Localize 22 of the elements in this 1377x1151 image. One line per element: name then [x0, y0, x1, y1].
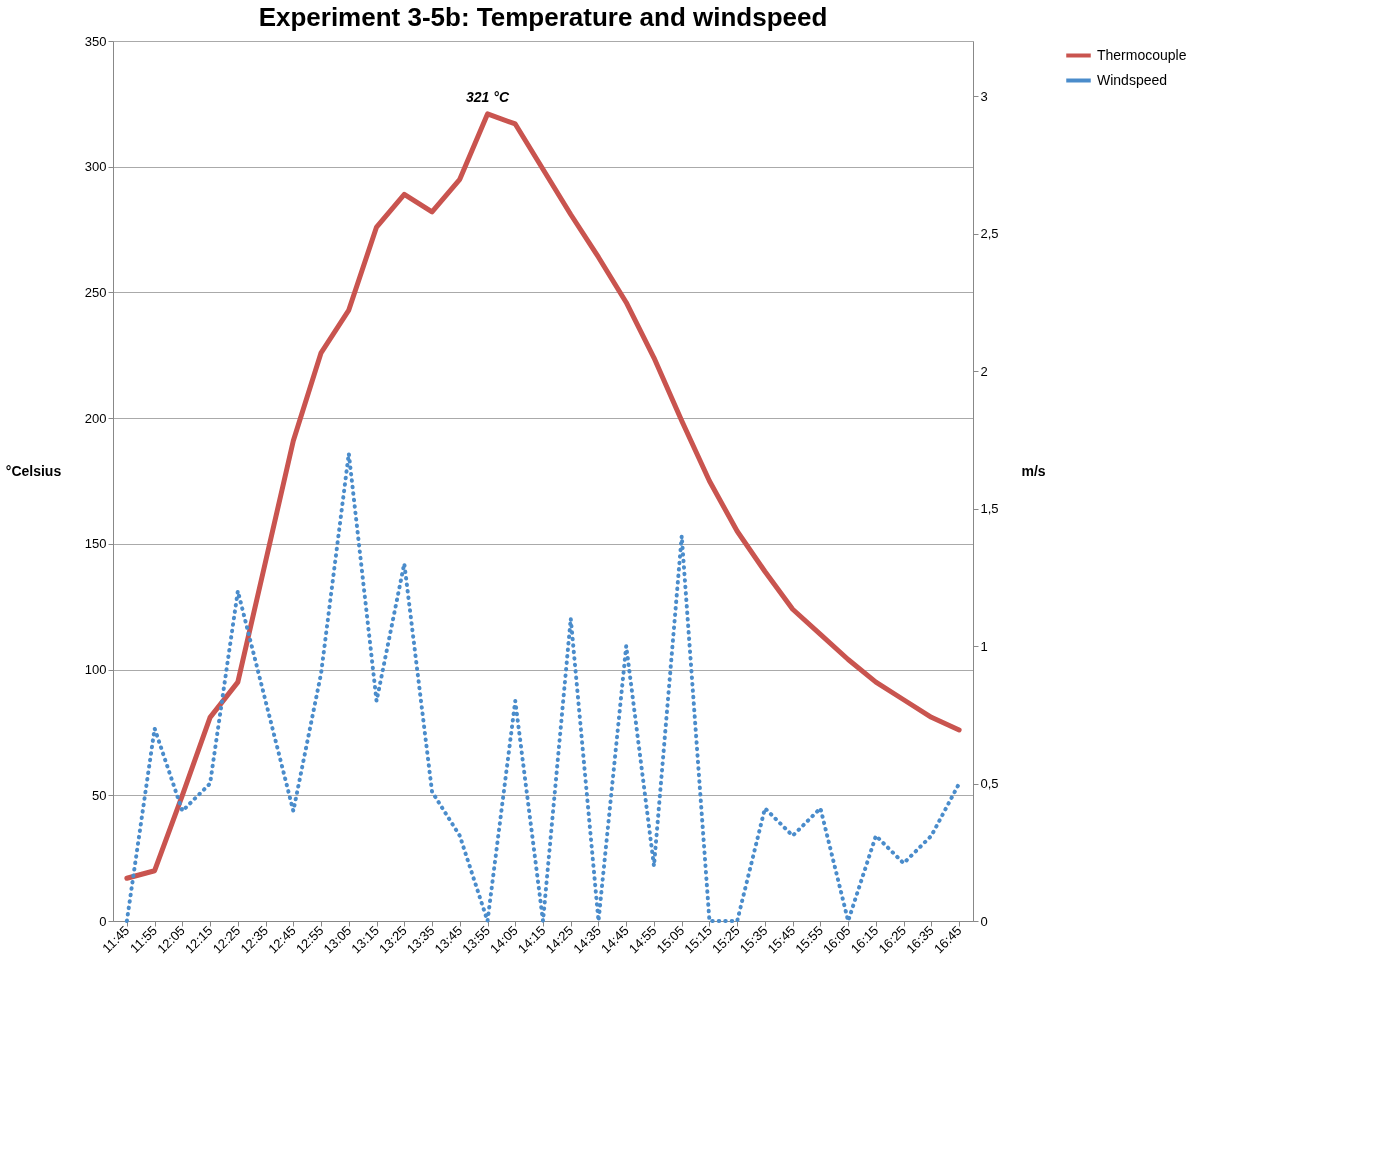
y2-tick-label: 1 [980, 638, 988, 654]
y2-tick-label: 2 [980, 363, 988, 379]
chart-title: Experiment 3-5b: Temperature and windspeed [258, 2, 828, 32]
y2-axis-title: m/s [1021, 462, 1046, 479]
y2-tick-label: 1,5 [980, 501, 999, 516]
y-tick-label: 250 [84, 284, 107, 300]
y2-tick-label: 0,5 [980, 776, 999, 791]
annotation: 321 °C [466, 88, 510, 105]
y-axis-title: °Celsius [5, 462, 62, 479]
legend-label: Thermocouple [1097, 46, 1187, 63]
y-tick-label: 300 [84, 159, 107, 175]
y-tick-label: 50 [92, 787, 107, 803]
y2-tick-label: 0 [980, 913, 988, 929]
y-tick-label: 0 [99, 913, 107, 929]
legend-label: Windspeed [1097, 71, 1168, 88]
y-tick-label: 200 [84, 410, 107, 426]
y2-tick-label: 2,5 [980, 226, 999, 241]
line-series [124, 451, 962, 923]
y2-tick-label: 3 [980, 88, 988, 104]
y-tick-label: 350 [84, 33, 107, 49]
y-tick-label: 100 [84, 662, 107, 678]
y-tick-label: 150 [84, 536, 107, 552]
